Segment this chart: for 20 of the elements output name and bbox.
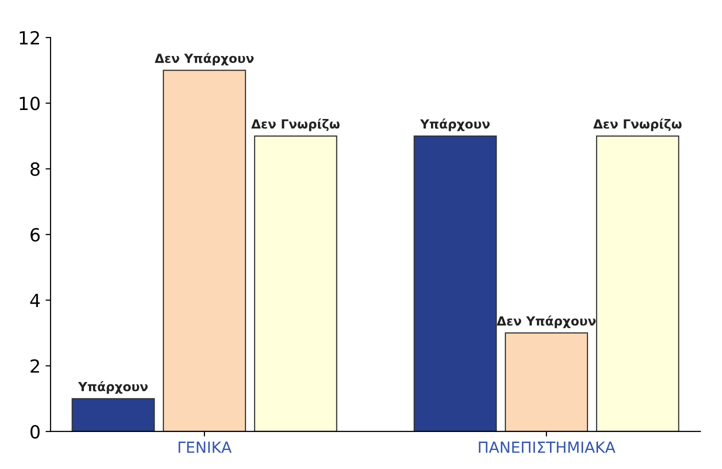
- bar: [162, 70, 246, 432]
- y-tick-label: 8: [30, 162, 40, 176]
- y-tick-label: 6: [30, 228, 40, 242]
- x-tick-label: ΠΑΝΕΠΙΣΤΗΜΙΑΚΑ: [478, 442, 616, 453]
- bar: [596, 135, 680, 432]
- bar: [254, 135, 338, 432]
- y-tick-label: 2: [30, 359, 40, 373]
- x-tick-label: ΓΕΝΙΚΑ: [178, 442, 232, 453]
- series-label: Υπάρχουν: [78, 381, 148, 394]
- text: Δεν Γνωρίζω: [593, 118, 682, 132]
- bar: [504, 332, 588, 432]
- series-label: Δεν Γνωρίζω: [251, 118, 340, 132]
- text: Υπάρχουν: [420, 118, 490, 132]
- y-tick-label: 0: [30, 424, 40, 439]
- bar: [414, 135, 497, 432]
- y-tick-label: 4: [30, 294, 40, 308]
- y-tick-label: 12: [20, 30, 40, 44]
- y-tick-label: 10: [20, 96, 40, 110]
- text: Δεν Υπάρχουν: [154, 52, 254, 66]
- bar: [72, 398, 155, 432]
